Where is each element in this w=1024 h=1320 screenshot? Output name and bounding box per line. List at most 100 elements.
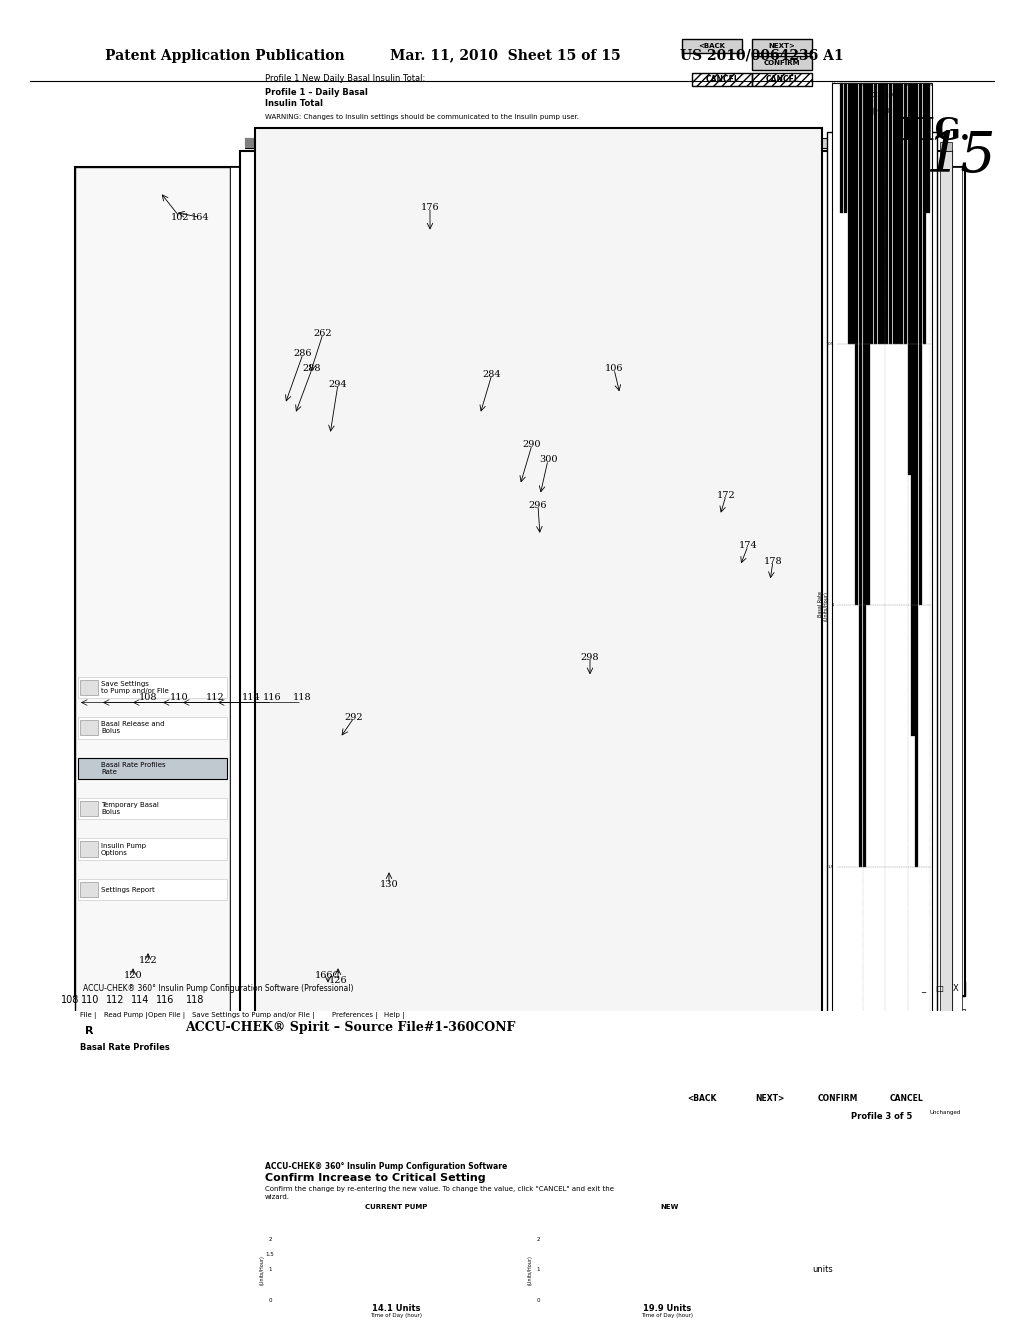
- Bar: [345, 1286, 349, 1300]
- Text: Mar. 11, 2010  Sheet 15 of 15: Mar. 11, 2010 Sheet 15 of 15: [390, 49, 621, 62]
- Bar: [837, 88, 927, 100]
- Bar: [672, 1092, 732, 1105]
- Text: Basal Rate Profiles
Rate: Basal Rate Profiles Rate: [101, 762, 166, 775]
- Text: 286: 286: [294, 350, 312, 358]
- Bar: [395, 1286, 399, 1300]
- Bar: [290, 1286, 295, 1300]
- Text: <BACK: <BACK: [698, 42, 725, 49]
- Text: Patent Application Publication: Patent Application Publication: [105, 49, 345, 62]
- Bar: [315, 1239, 319, 1300]
- Text: 300: 300: [539, 455, 557, 465]
- Bar: [848, 83, 851, 345]
- Text: Basal Release and
Bolus: Basal Release and Bolus: [101, 721, 165, 734]
- Bar: [855, 83, 858, 606]
- Bar: [230, 166, 962, 1056]
- Text: 108: 108: [60, 995, 79, 1006]
- Bar: [232, 1024, 248, 1038]
- Bar: [851, 83, 854, 345]
- Bar: [568, 1270, 572, 1300]
- Bar: [806, 1142, 820, 1152]
- Bar: [80, 721, 98, 735]
- Text: CANCEL: CANCEL: [706, 75, 739, 84]
- Bar: [340, 1286, 344, 1300]
- Text: Preferences |: Preferences |: [332, 1012, 378, 1019]
- Text: <BACK: <BACK: [687, 1094, 717, 1102]
- Bar: [80, 882, 98, 898]
- Text: Profile 1 New Daily Basal Insulin Total:: Profile 1 New Daily Basal Insulin Total:: [265, 74, 425, 83]
- Bar: [75, 1040, 205, 1056]
- Bar: [360, 1286, 365, 1300]
- Text: Settings Report: Settings Report: [101, 887, 155, 892]
- Bar: [300, 1270, 304, 1300]
- Circle shape: [918, 1110, 926, 1115]
- Bar: [866, 83, 869, 606]
- Text: 110: 110: [81, 995, 99, 1006]
- Text: 0: 0: [831, 81, 834, 84]
- Bar: [808, 1092, 868, 1105]
- Bar: [78, 758, 227, 779]
- Bar: [240, 152, 952, 1078]
- Bar: [80, 841, 98, 857]
- Text: 0.5: 0.5: [827, 342, 834, 346]
- Text: 14.1 Units: 14.1 Units: [372, 1304, 420, 1313]
- Bar: [923, 83, 926, 345]
- Text: Basal Rate
(Units/Hour): Basal Rate (Units/Hour): [818, 591, 829, 620]
- Bar: [643, 1239, 647, 1300]
- Text: 114: 114: [242, 693, 260, 702]
- Bar: [588, 1254, 593, 1300]
- Text: 112: 112: [105, 995, 124, 1006]
- Bar: [740, 1092, 800, 1105]
- Bar: [365, 1286, 370, 1300]
- Text: wizard.: wizard.: [265, 1195, 290, 1200]
- Text: Time of Day (hour): Time of Day (hour): [641, 1313, 693, 1319]
- Text: 296: 296: [528, 500, 547, 510]
- Bar: [940, 143, 952, 152]
- Text: 262: 262: [313, 329, 333, 338]
- Text: 12: 12: [883, 83, 888, 87]
- Text: 19.9 Units: 19.9 Units: [643, 1304, 691, 1313]
- Text: units: units: [812, 1266, 833, 1274]
- Bar: [915, 83, 919, 867]
- Bar: [623, 1286, 628, 1300]
- Text: 120: 120: [124, 972, 142, 979]
- Text: 298: 298: [581, 652, 599, 661]
- Bar: [927, 83, 930, 214]
- Bar: [918, 985, 930, 994]
- Bar: [370, 1270, 375, 1300]
- Bar: [907, 83, 910, 475]
- Bar: [752, 55, 812, 70]
- Bar: [390, 1270, 394, 1300]
- Text: Temporary Basal
Bolus: Temporary Basal Bolus: [101, 803, 159, 816]
- Bar: [375, 1254, 380, 1300]
- Bar: [305, 1254, 309, 1300]
- Bar: [613, 1286, 617, 1300]
- Text: X: X: [810, 1142, 816, 1151]
- Text: Basal Rate Profiles: Basal Rate Profiles: [80, 1043, 170, 1052]
- Bar: [658, 1270, 663, 1300]
- Text: ACCU-CHEKE 360°Insulin Pump Configuration Software: ACCU-CHEKE 360°Insulin Pump Configuratio…: [260, 1143, 452, 1150]
- Bar: [840, 83, 843, 214]
- Bar: [949, 985, 962, 994]
- Text: 118: 118: [185, 995, 204, 1006]
- Bar: [889, 83, 892, 345]
- Bar: [573, 1254, 578, 1300]
- Bar: [177, 1024, 193, 1038]
- Bar: [648, 1239, 652, 1300]
- Bar: [280, 1286, 285, 1300]
- Bar: [335, 1270, 340, 1300]
- Bar: [78, 1023, 100, 1039]
- Bar: [553, 1286, 557, 1300]
- Bar: [862, 83, 865, 867]
- Text: 102: 102: [171, 213, 189, 222]
- Bar: [75, 1022, 965, 1040]
- Bar: [885, 83, 888, 345]
- Text: ACCU-CHEK® 360° Insulin Pump Configuration Software (Professional): ACCU-CHEK® 360° Insulin Pump Configurati…: [83, 985, 353, 993]
- Text: 176: 176: [421, 203, 439, 211]
- Bar: [80, 760, 98, 776]
- Bar: [385, 1254, 389, 1300]
- Bar: [534, 1201, 807, 1320]
- Text: Open File |: Open File |: [148, 1012, 185, 1019]
- Bar: [578, 1239, 583, 1300]
- Text: 2: 2: [537, 1237, 540, 1242]
- Bar: [147, 1024, 163, 1038]
